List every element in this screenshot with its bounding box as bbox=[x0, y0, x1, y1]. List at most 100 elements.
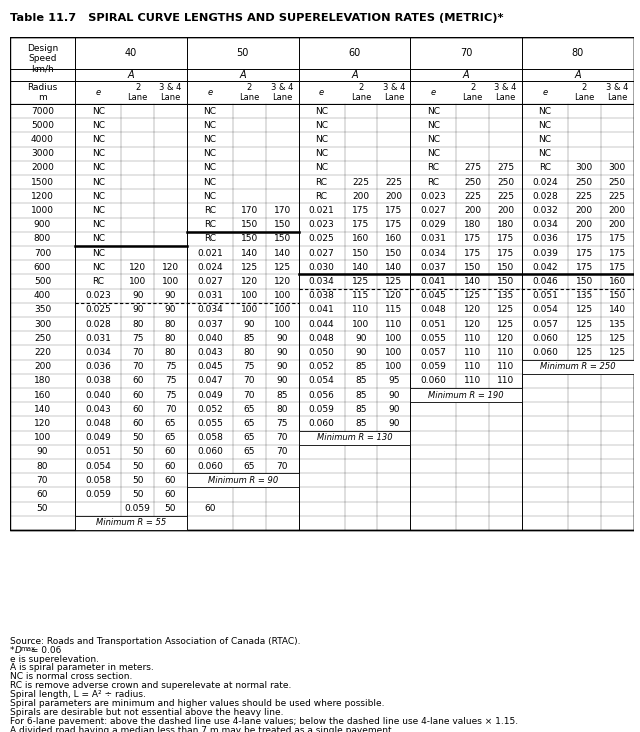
Text: 110: 110 bbox=[464, 362, 481, 371]
Text: NC: NC bbox=[427, 107, 440, 116]
Text: 0.055: 0.055 bbox=[197, 419, 223, 428]
Text: 100: 100 bbox=[385, 334, 403, 343]
Text: 0.054: 0.054 bbox=[532, 305, 558, 314]
Text: 250: 250 bbox=[464, 178, 481, 187]
Text: For 6-lane pavement: above the dashed line use 4-lane values; below the dashed l: For 6-lane pavement: above the dashed li… bbox=[10, 717, 518, 726]
Text: 0.050: 0.050 bbox=[308, 348, 335, 357]
Text: 0.055: 0.055 bbox=[420, 334, 446, 343]
Text: 0.057: 0.057 bbox=[532, 320, 558, 329]
Text: 150: 150 bbox=[497, 263, 514, 272]
Text: 125: 125 bbox=[576, 320, 593, 329]
Text: 175: 175 bbox=[464, 234, 481, 244]
Text: 80: 80 bbox=[164, 348, 176, 357]
Text: 90: 90 bbox=[132, 305, 143, 314]
Text: NC: NC bbox=[204, 192, 216, 201]
Text: 90: 90 bbox=[276, 362, 288, 371]
Text: 80: 80 bbox=[572, 48, 584, 58]
Text: 300: 300 bbox=[576, 163, 593, 173]
Text: NC: NC bbox=[427, 149, 440, 158]
Text: 90: 90 bbox=[355, 334, 367, 343]
Text: NC: NC bbox=[204, 135, 216, 144]
Text: 275: 275 bbox=[464, 163, 481, 173]
Text: 150: 150 bbox=[497, 277, 514, 286]
Text: 90: 90 bbox=[164, 305, 176, 314]
Text: 225: 225 bbox=[464, 192, 481, 201]
Text: 0.041: 0.041 bbox=[420, 277, 446, 286]
Text: 250: 250 bbox=[34, 334, 51, 343]
Text: 0.060: 0.060 bbox=[308, 419, 335, 428]
Text: 70: 70 bbox=[276, 462, 288, 471]
Text: 300: 300 bbox=[34, 320, 51, 329]
Text: NC: NC bbox=[92, 135, 105, 144]
Text: RC: RC bbox=[204, 206, 216, 215]
Text: 135: 135 bbox=[576, 291, 593, 300]
Text: 100: 100 bbox=[273, 320, 291, 329]
Text: 160: 160 bbox=[353, 234, 370, 244]
Bar bbox=[76, 516, 187, 530]
Text: 140: 140 bbox=[34, 405, 51, 414]
Text: 100: 100 bbox=[273, 305, 291, 314]
Text: 120: 120 bbox=[274, 277, 291, 286]
Text: 120: 120 bbox=[497, 334, 514, 343]
Text: 2
Lane: 2 Lane bbox=[127, 83, 148, 102]
Text: 225: 225 bbox=[497, 192, 514, 201]
Text: 0.037: 0.037 bbox=[197, 320, 223, 329]
Text: NC: NC bbox=[315, 121, 328, 130]
Text: 250: 250 bbox=[497, 178, 514, 187]
Bar bbox=[522, 359, 634, 374]
Text: 135: 135 bbox=[609, 320, 626, 329]
Text: 60: 60 bbox=[132, 376, 143, 385]
Text: 0.027: 0.027 bbox=[197, 277, 223, 286]
Text: A: A bbox=[351, 70, 358, 81]
Text: 125: 125 bbox=[497, 320, 514, 329]
Text: RC: RC bbox=[92, 277, 104, 286]
Text: 70: 70 bbox=[132, 362, 143, 371]
Text: 0.051: 0.051 bbox=[532, 291, 558, 300]
Text: 0.052: 0.052 bbox=[197, 405, 223, 414]
Text: A: A bbox=[239, 70, 246, 81]
Text: 80: 80 bbox=[132, 320, 143, 329]
Text: 110: 110 bbox=[497, 362, 514, 371]
Text: 175: 175 bbox=[497, 234, 514, 244]
Text: 60: 60 bbox=[36, 490, 48, 499]
Text: 60: 60 bbox=[132, 419, 143, 428]
Text: 0.034: 0.034 bbox=[420, 249, 446, 258]
Text: 2
Lane: 2 Lane bbox=[239, 83, 260, 102]
Text: Minimum R = 130: Minimum R = 130 bbox=[317, 433, 392, 442]
Text: 125: 125 bbox=[576, 348, 593, 357]
Text: NC: NC bbox=[92, 149, 105, 158]
Text: max: max bbox=[20, 646, 35, 651]
Text: 125: 125 bbox=[385, 277, 403, 286]
Text: 0.045: 0.045 bbox=[420, 291, 446, 300]
Text: 0.060: 0.060 bbox=[197, 462, 223, 471]
Text: 85: 85 bbox=[244, 334, 255, 343]
Text: NC: NC bbox=[204, 107, 216, 116]
Text: A: A bbox=[128, 70, 134, 81]
Text: e: e bbox=[542, 88, 547, 97]
Text: RC: RC bbox=[204, 220, 216, 229]
Text: 60: 60 bbox=[132, 405, 143, 414]
Text: 80: 80 bbox=[276, 405, 288, 414]
Text: e: e bbox=[96, 88, 101, 97]
Text: 115: 115 bbox=[385, 305, 403, 314]
Text: 90: 90 bbox=[276, 334, 288, 343]
Text: 85: 85 bbox=[355, 391, 367, 400]
Text: 0.040: 0.040 bbox=[197, 334, 223, 343]
Text: 0.048: 0.048 bbox=[85, 419, 111, 428]
Text: 100: 100 bbox=[162, 277, 179, 286]
Text: 175: 175 bbox=[353, 220, 370, 229]
Text: 0.058: 0.058 bbox=[85, 476, 111, 485]
Text: 110: 110 bbox=[353, 305, 370, 314]
Text: 125: 125 bbox=[274, 263, 291, 272]
Text: 100: 100 bbox=[241, 291, 258, 300]
Text: 60: 60 bbox=[164, 447, 176, 456]
Text: 110: 110 bbox=[464, 348, 481, 357]
Text: 95: 95 bbox=[388, 376, 399, 385]
Text: 175: 175 bbox=[576, 263, 593, 272]
Text: 0.024: 0.024 bbox=[532, 178, 557, 187]
Text: 0.024: 0.024 bbox=[197, 263, 223, 272]
Text: 3 & 4
Lane: 3 & 4 Lane bbox=[494, 83, 516, 102]
Text: 0.045: 0.045 bbox=[197, 362, 223, 371]
Text: NC: NC bbox=[538, 135, 552, 144]
Text: 350: 350 bbox=[34, 305, 51, 314]
